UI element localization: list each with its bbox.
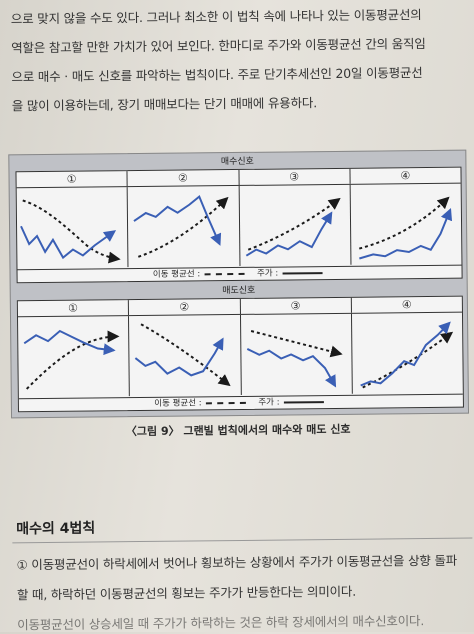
heading-rule [12, 537, 473, 544]
panel-number: ④ [400, 169, 411, 183]
sell-plot-3 [240, 313, 353, 395]
price-line [135, 337, 224, 377]
section-line: 이동평균선이 상승세일 때 주가가 하락하는 것은 하락 장세에서의 매수신호이… [17, 613, 425, 633]
legend-price-label: 주가 : [256, 268, 279, 279]
buy-signal-grid: ① ② ③ ④ [15, 166, 463, 284]
sell-signal-grid: ① ② ③ ④ [16, 295, 464, 413]
legend-ma-label: 이동 평균선 : [154, 398, 202, 409]
buy-plot-3 [239, 184, 352, 266]
ma-line [247, 197, 341, 251]
legend-price-swatch [283, 400, 324, 404]
legend-ma-swatch [204, 272, 245, 275]
ma-line [358, 196, 450, 250]
price-line [360, 321, 451, 387]
price-line [23, 329, 116, 356]
sell-plot-2 [129, 314, 242, 397]
price-line [358, 208, 452, 260]
legend-price-label: 주가 : [258, 397, 280, 408]
panel-number: ① [17, 300, 130, 317]
section-heading: 매수의 4법칙 [16, 520, 96, 538]
paragraph-line: 역할은 참고할 만한 가치가 있어 보인다. 한마디로 주가와 이동평균선 간의… [11, 36, 426, 56]
price-line [20, 225, 117, 260]
buy-plot-1 [16, 187, 129, 269]
figure-caption: 〈그림 9〉 그랜빌 법칙에서의 매수와 매도 신호 [125, 422, 351, 439]
ma-line [140, 323, 231, 387]
panel-number: ② [129, 298, 241, 316]
price-line [245, 211, 332, 257]
price-line [246, 348, 336, 388]
paragraph-line: 으로 맞지 않을 수도 있다. 그러나 최소한 이 법칙 속에 나타나 있는 이… [10, 7, 422, 27]
ma-line [138, 196, 229, 258]
ma-line [250, 330, 343, 358]
panel-number: ② [127, 169, 240, 187]
buy-plot-2 [127, 185, 240, 268]
legend-ma-swatch [205, 401, 246, 404]
ma-line [22, 199, 121, 264]
legend-price-swatch [282, 271, 323, 275]
panel-number: ④ [401, 298, 412, 312]
section-line: ① 이동평균선이 하락세에서 벗어나 횡보하는 상황에서 주가가 이동평균선을 … [16, 552, 458, 573]
granville-figure: 매수신호 ① ② ③ ④ [8, 149, 470, 419]
legend-ma-label: 이동 평균선 : [152, 269, 201, 280]
buy-plots [16, 184, 462, 269]
sell-plot-4 [352, 313, 463, 394]
sell-plots [18, 313, 463, 398]
panel-number: ③ [240, 297, 352, 314]
buy-plot-4 [350, 184, 461, 265]
panel-number: ③ [238, 168, 351, 185]
panel-number: ① [16, 171, 128, 188]
paragraph-line: 으로 매수 · 매도 신호를 파악하는 법칙이다. 주로 단기추세선인 20일 … [11, 65, 423, 85]
sell-plot-1 [18, 316, 131, 398]
ma-line [25, 330, 120, 390]
section-line: 할 때, 하락하던 이동평균선의 횡보는 주가가 반등한다는 의미이다. [16, 583, 357, 603]
price-line [133, 194, 222, 246]
ma-line [362, 331, 453, 389]
paragraph-line: 을 많이 이용하는데, 장기 매매보다는 단기 매매에 유용하다. [11, 95, 318, 114]
